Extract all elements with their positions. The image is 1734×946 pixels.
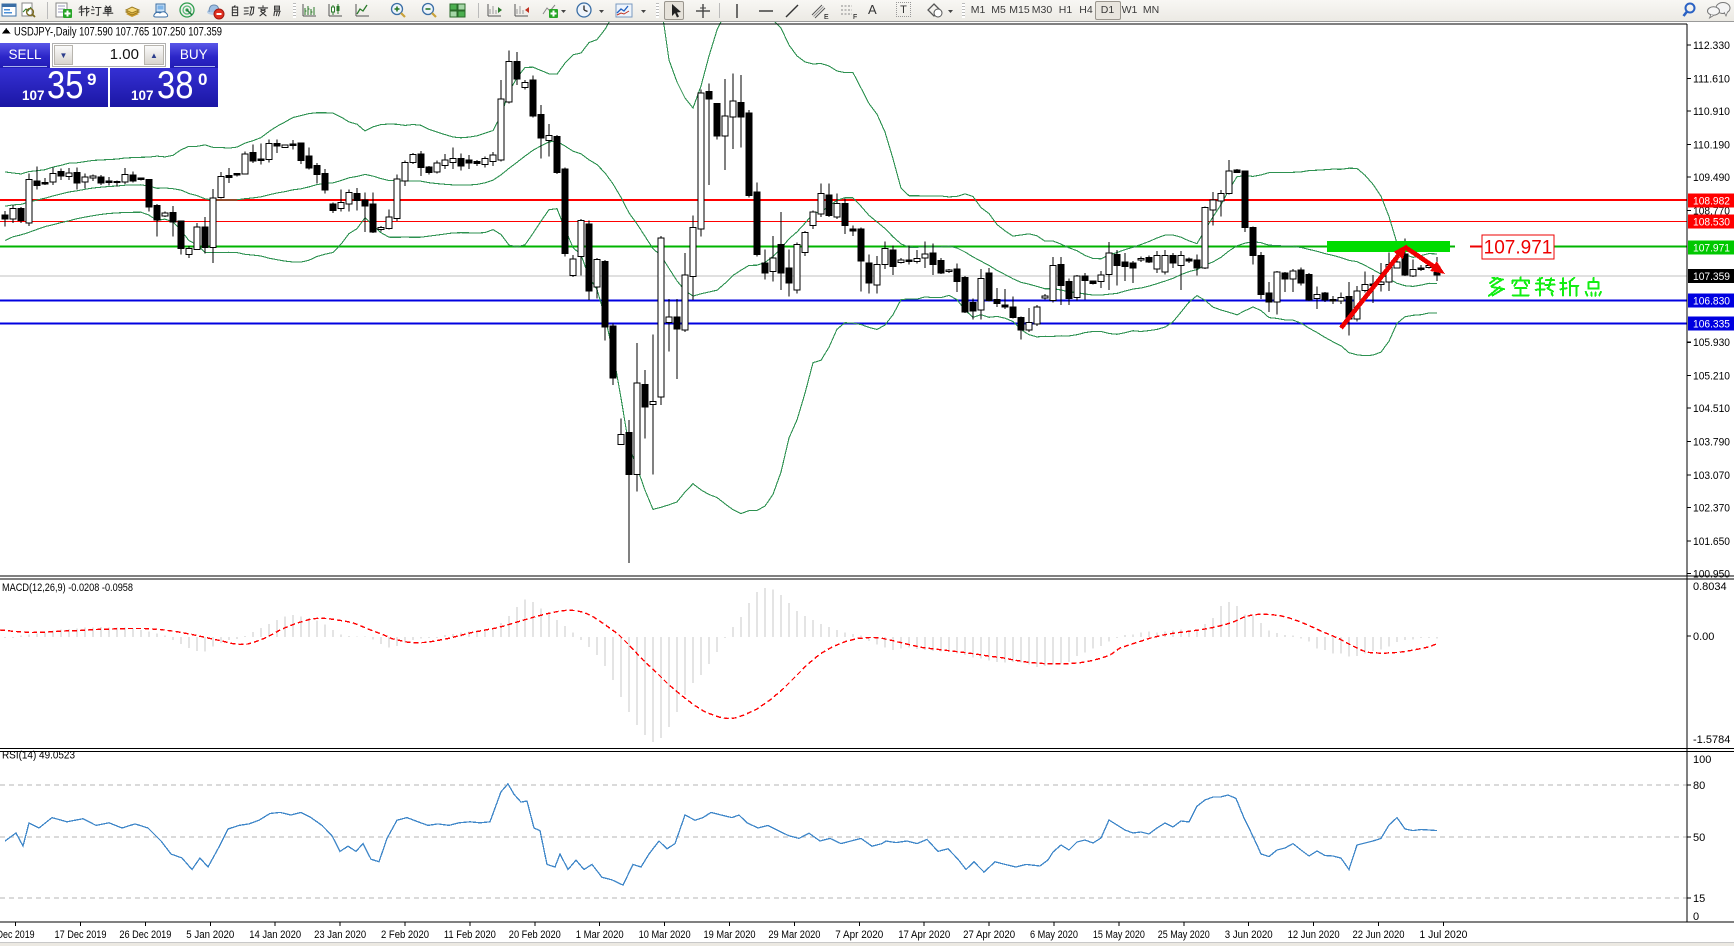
svg-text:7 Apr 2020: 7 Apr 2020: [835, 929, 883, 941]
svg-text:10 Mar 2020: 10 Mar 2020: [639, 929, 691, 941]
svg-text:112.330: 112.330: [1693, 40, 1730, 52]
svg-text:0: 0: [1693, 911, 1699, 923]
svg-text:105.210: 105.210: [1693, 371, 1730, 383]
svg-text:2 Feb 2020: 2 Feb 2020: [381, 929, 429, 941]
svg-text:102.370: 102.370: [1693, 502, 1730, 514]
svg-text:50: 50: [1693, 832, 1705, 844]
svg-text:12 Jun 2020: 12 Jun 2020: [1288, 929, 1340, 941]
svg-text:103.790: 103.790: [1693, 437, 1730, 449]
svg-text:25 May 2020: 25 May 2020: [1158, 929, 1210, 941]
svg-text:11 Feb 2020: 11 Feb 2020: [444, 929, 496, 941]
svg-text:15: 15: [1693, 893, 1705, 905]
svg-text:Dec 2019: Dec 2019: [0, 929, 35, 941]
svg-text:100.950: 100.950: [1693, 568, 1730, 580]
svg-text:14 Jan 2020: 14 Jan 2020: [249, 929, 301, 941]
svg-text:23 Jan 2020: 23 Jan 2020: [314, 929, 366, 941]
svg-text:106.335: 106.335: [1693, 318, 1730, 330]
svg-text:1 Mar 2020: 1 Mar 2020: [576, 929, 624, 941]
svg-text:20 Feb 2020: 20 Feb 2020: [509, 929, 561, 941]
svg-text:101.650: 101.650: [1693, 536, 1730, 548]
svg-text:29 Mar 2020: 29 Mar 2020: [768, 929, 820, 941]
svg-text:26 Dec 2019: 26 Dec 2019: [119, 929, 171, 941]
svg-text:110.910: 110.910: [1693, 106, 1730, 118]
svg-text:RSI(14) 49.0523: RSI(14) 49.0523: [2, 750, 75, 762]
svg-text:107.359: 107.359: [1693, 271, 1730, 283]
svg-text:103.070: 103.070: [1693, 470, 1730, 482]
svg-text:5 Jan 2020: 5 Jan 2020: [186, 929, 234, 941]
svg-text:-1.5784: -1.5784: [1693, 734, 1730, 746]
svg-text:108.770: 108.770: [1693, 205, 1730, 217]
svg-text:111.610: 111.610: [1693, 74, 1730, 86]
svg-text:106.830: 106.830: [1693, 295, 1730, 307]
svg-text:17 Dec 2019: 17 Dec 2019: [55, 929, 107, 941]
svg-text:80: 80: [1693, 780, 1705, 792]
svg-text:100: 100: [1693, 754, 1711, 766]
svg-text:1 Jul 2020: 1 Jul 2020: [1419, 929, 1467, 941]
svg-text:108.530: 108.530: [1693, 217, 1730, 229]
svg-text:6 May 2020: 6 May 2020: [1030, 929, 1078, 941]
svg-text:E: E: [824, 14, 829, 20]
svg-text:110.190: 110.190: [1693, 139, 1730, 151]
svg-text:107.971: 107.971: [1693, 242, 1730, 254]
svg-text:0.8034: 0.8034: [1693, 581, 1727, 593]
svg-text:MACD(12,26,9) -0.0208 -0.0958: MACD(12,26,9) -0.0208 -0.0958: [2, 582, 133, 594]
svg-text:F: F: [853, 14, 857, 20]
svg-text:15 May 2020: 15 May 2020: [1093, 929, 1145, 941]
svg-text:0.00: 0.00: [1693, 631, 1714, 643]
svg-text:USDJPY-,Daily 107.590 107.765: USDJPY-,Daily 107.590 107.765 107.250 10…: [14, 27, 222, 39]
svg-text:109.490: 109.490: [1693, 172, 1730, 184]
svg-text:27 Apr 2020: 27 Apr 2020: [963, 929, 1015, 941]
svg-text:107.971: 107.971: [1484, 238, 1553, 259]
svg-text:22 Jun 2020: 22 Jun 2020: [1353, 929, 1405, 941]
svg-text:19 Mar 2020: 19 Mar 2020: [704, 929, 756, 941]
svg-text:17 Apr 2020: 17 Apr 2020: [898, 929, 950, 941]
svg-text:104.510: 104.510: [1693, 403, 1730, 415]
svg-text:105.930: 105.930: [1693, 337, 1730, 349]
svg-text:108.982: 108.982: [1693, 196, 1730, 208]
svg-text:3 Jun 2020: 3 Jun 2020: [1225, 929, 1273, 941]
